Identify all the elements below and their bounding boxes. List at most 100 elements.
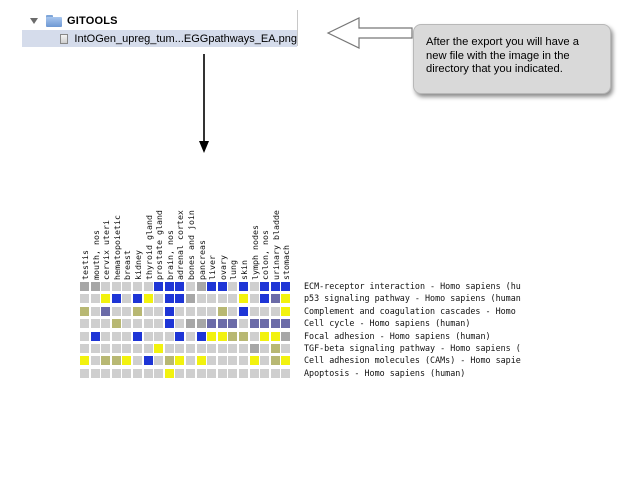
file-row-selected[interactable]: IntOGen_upreg_tum...EGGpathways_EA.png <box>22 30 297 47</box>
heatmap-cell <box>164 356 174 366</box>
heatmap-cell <box>196 306 206 316</box>
column-label: adrenal cortex <box>175 210 186 280</box>
heatmap-cell <box>239 306 248 316</box>
heatmap-cell <box>217 331 227 341</box>
heatmap-cell <box>217 294 227 304</box>
file-name: IntOGen_upreg_tum...EGGpathways_EA.png <box>74 32 297 45</box>
heatmap-cell <box>164 344 174 353</box>
heatmap-cell <box>175 306 185 316</box>
heatmap-cell <box>281 331 291 341</box>
png-file-icon <box>60 33 69 44</box>
heatmap-cell <box>228 294 238 304</box>
heatmap-cell <box>260 319 270 329</box>
down-arrow-head-icon <box>199 141 209 153</box>
heatmap-cell <box>281 294 291 304</box>
heatmap-cell <box>207 294 217 304</box>
heatmap-cell <box>270 306 280 316</box>
heatmap-cell <box>80 368 89 378</box>
heatmap-cell <box>111 344 121 353</box>
heatmap-cell <box>101 331 111 341</box>
heatmap-cell <box>164 306 174 316</box>
heatmap-cell <box>133 356 142 366</box>
heatmap-cell <box>281 344 291 353</box>
heatmap-cell <box>90 344 100 353</box>
callout-note: After the export you will have a new fil… <box>413 24 611 94</box>
pathway-row-label: ECM-receptor interaction - Homo sapiens … <box>304 281 521 291</box>
heatmap-cell <box>122 306 132 316</box>
column-label: testis <box>80 250 90 280</box>
heatmap-cell <box>90 368 100 378</box>
disclosure-triangle-icon[interactable] <box>30 17 38 24</box>
heatmap-cell <box>186 294 195 304</box>
heatmap-cell <box>80 306 89 316</box>
heatmap-cell <box>186 356 195 366</box>
column-label: lymph nodes <box>249 225 260 280</box>
column-label: kidney <box>133 250 143 280</box>
heatmap-cell <box>175 282 185 291</box>
heatmap-cell <box>164 368 174 378</box>
heatmap-cell <box>143 319 153 329</box>
heatmap-cell <box>228 282 238 291</box>
heatmap-cell <box>228 319 238 329</box>
heatmap-cell <box>270 319 280 329</box>
heatmap-cell <box>207 319 217 329</box>
heatmap-cell <box>270 368 280 378</box>
heatmap-cell <box>80 331 89 341</box>
heatmap-cell <box>228 344 238 353</box>
column-label: colon, nos <box>260 230 271 280</box>
column-label: stomach <box>281 245 292 280</box>
heatmap-cell <box>239 368 248 378</box>
heatmap-cell <box>281 306 291 316</box>
heatmap-cell <box>217 356 227 366</box>
pathway-row-label: Complement and coagulation cascades - Ho… <box>304 305 516 316</box>
heatmap-cell <box>239 356 248 366</box>
heatmap-cell <box>260 356 270 366</box>
heatmap-cell <box>270 344 280 353</box>
heatmap-cell <box>133 331 142 341</box>
heatmap-cell <box>80 319 89 329</box>
heatmap-cell <box>249 344 259 353</box>
heatmap-cell <box>239 331 248 341</box>
heatmap-cell <box>154 306 164 316</box>
heatmap-cell <box>270 294 280 304</box>
heatmap-cell <box>217 306 227 316</box>
heatmap-cell <box>196 344 206 353</box>
column-label: pancreas <box>196 240 207 280</box>
heatmap-cell <box>101 306 111 316</box>
heatmap-cell <box>186 282 195 291</box>
heatmap-cell <box>186 319 195 329</box>
heatmap-cell <box>260 294 270 304</box>
folder-name: GITOOLS <box>67 14 118 27</box>
heatmap-cell <box>249 306 259 316</box>
heatmap-cell <box>186 344 195 353</box>
heatmap-cell <box>164 331 174 341</box>
heatmap-cell <box>239 344 248 353</box>
heatmap-cell <box>281 282 291 291</box>
heatmap-cell <box>143 282 153 291</box>
pathway-heatmap: testis mouth, nos cervix uteri hematopoieti… <box>76 186 546 406</box>
heatmap-cell <box>186 368 195 378</box>
heatmap-cell <box>217 368 227 378</box>
heatmap-cell <box>154 319 164 329</box>
heatmap-cell <box>207 368 217 378</box>
heatmap-cell <box>111 331 121 341</box>
heatmap-cell <box>249 294 259 304</box>
heatmap-cell <box>101 319 111 329</box>
heatmap-cell <box>101 344 111 353</box>
heatmap-cell <box>154 368 164 378</box>
heatmap-cell <box>196 282 206 291</box>
heatmap-cell <box>90 306 100 316</box>
heatmap-cell <box>111 306 121 316</box>
pathway-row-label: TGF-beta signaling pathway - Homo sapien… <box>304 343 521 353</box>
folder-row[interactable]: GITOOLS <box>22 12 297 29</box>
heatmap-cell <box>122 282 132 291</box>
heatmap-cell <box>164 282 174 291</box>
column-label: urinary bladde <box>270 210 281 280</box>
heatmap-cell <box>239 319 248 329</box>
heatmap-cell <box>196 294 206 304</box>
heatmap-cell <box>111 319 121 329</box>
heatmap-cell <box>175 331 185 341</box>
heatmap-cell <box>122 331 132 341</box>
column-label: brain, nos <box>164 230 175 280</box>
